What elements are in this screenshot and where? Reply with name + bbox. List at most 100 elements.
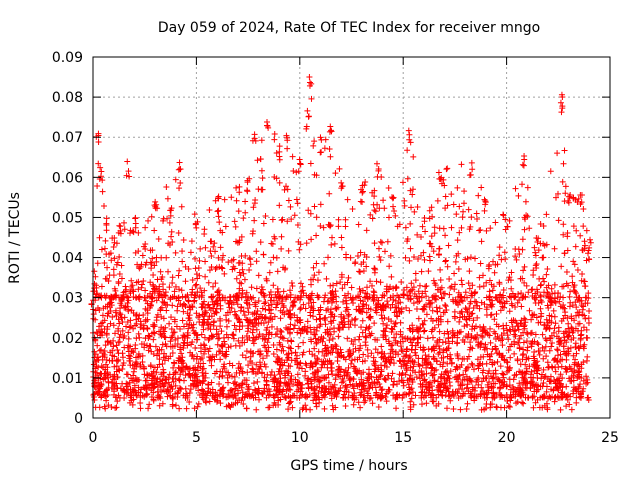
y-tick-label: 0.06 (52, 170, 83, 186)
data-point (463, 385, 470, 392)
data-point (497, 291, 504, 298)
data-point (199, 369, 206, 376)
data-point (142, 377, 149, 384)
data-point (496, 280, 503, 287)
data-point (192, 282, 199, 289)
data-point (371, 240, 378, 247)
data-point (498, 392, 505, 399)
data-point (430, 277, 437, 284)
data-point (440, 176, 447, 183)
data-point (431, 230, 438, 237)
data-point (285, 247, 292, 254)
data-point (483, 279, 490, 286)
data-point (493, 310, 500, 317)
data-point (156, 361, 163, 368)
data-point (173, 323, 180, 330)
data-point (375, 167, 382, 174)
data-point (452, 258, 459, 265)
data-point (392, 297, 399, 304)
data-point (258, 284, 265, 291)
data-point (236, 189, 243, 196)
data-point (487, 225, 494, 232)
data-point (487, 302, 494, 309)
data-point (346, 377, 353, 384)
data-point (186, 389, 193, 396)
data-point (519, 181, 526, 188)
data-point (574, 327, 581, 334)
data-point (444, 360, 451, 367)
data-point (332, 305, 339, 312)
data-point (518, 332, 525, 339)
data-point (371, 289, 378, 296)
data-point (207, 326, 214, 333)
data-point (205, 348, 212, 355)
data-point (359, 317, 366, 324)
data-point (545, 291, 552, 298)
data-point (162, 376, 169, 383)
data-point (176, 185, 183, 192)
data-point (480, 272, 487, 279)
data-point (577, 232, 584, 239)
data-point (419, 362, 426, 369)
data-point (502, 216, 509, 223)
data-point (311, 138, 318, 145)
data-point (380, 331, 387, 338)
data-point (288, 280, 295, 287)
data-point (459, 281, 466, 288)
data-point (435, 391, 442, 398)
data-point (480, 283, 487, 290)
data-point (116, 334, 123, 341)
data-point (456, 372, 463, 379)
data-point (320, 358, 327, 365)
data-point (236, 316, 243, 323)
data-point (329, 349, 336, 356)
data-point (189, 286, 196, 293)
data-point (283, 308, 290, 315)
data-point (131, 365, 138, 372)
data-point (129, 228, 136, 235)
data-point (206, 267, 213, 274)
data-point (302, 394, 309, 401)
data-point (342, 308, 349, 315)
data-point (199, 300, 206, 307)
data-point (290, 298, 297, 305)
data-point (351, 260, 358, 267)
data-point (551, 245, 558, 252)
data-point (399, 394, 406, 401)
data-point (453, 373, 460, 380)
data-point (373, 278, 380, 285)
data-point (572, 299, 579, 306)
data-point (457, 406, 464, 413)
data-point (436, 245, 443, 252)
data-point (438, 354, 445, 361)
data-point (559, 375, 566, 382)
data-point (469, 345, 476, 352)
data-point (586, 244, 593, 251)
data-point (338, 244, 345, 251)
data-point (93, 363, 100, 370)
data-point (306, 74, 313, 81)
data-point (262, 363, 269, 370)
data-point (366, 395, 373, 402)
data-point (544, 302, 551, 309)
data-point (500, 382, 507, 389)
data-point (524, 394, 531, 401)
data-point (519, 275, 526, 282)
data-point (346, 346, 353, 353)
data-point (297, 330, 304, 337)
data-point (241, 276, 248, 283)
data-point (210, 305, 217, 312)
data-point (406, 325, 413, 332)
data-point (451, 313, 458, 320)
data-point (430, 248, 437, 255)
data-point (404, 175, 411, 182)
data-point (138, 386, 145, 393)
data-point (520, 293, 527, 300)
data-point (433, 394, 440, 401)
data-point (166, 219, 173, 226)
data-point (429, 372, 436, 379)
data-point (345, 290, 352, 297)
data-point (526, 363, 533, 370)
data-point (527, 380, 534, 387)
data-point (313, 403, 320, 410)
